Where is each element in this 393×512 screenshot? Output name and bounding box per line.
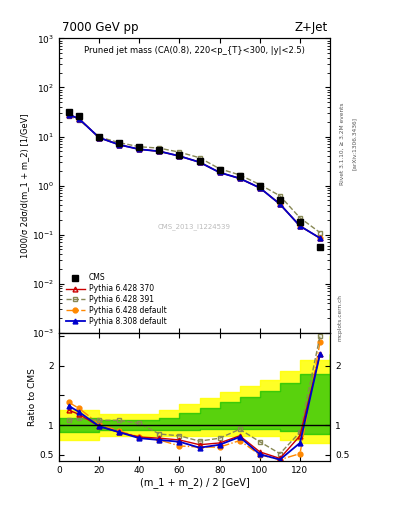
Pythia 6.428 default (97, 135, 101, 141)
Y-axis label: Ratio to CMS: Ratio to CMS (28, 368, 37, 426)
Pythia 6.428 391 (237, 172, 242, 178)
CMS (277, 197, 282, 203)
Text: [arXiv:1306.3436]: [arXiv:1306.3436] (352, 117, 357, 170)
Pythia 6.428 391 (318, 229, 322, 236)
Pythia 6.428 391 (77, 117, 81, 123)
Pythia 6.428 391 (257, 181, 262, 187)
Pythia 8.308 default (157, 148, 162, 155)
Text: CMS_2013_I1224539: CMS_2013_I1224539 (158, 223, 231, 230)
CMS (177, 152, 182, 158)
Legend: CMS, Pythia 6.428 370, Pythia 6.428 391, Pythia 6.428 default, Pythia 8.308 defa: CMS, Pythia 6.428 370, Pythia 6.428 391,… (63, 270, 169, 329)
Text: Rivet 3.1.10, ≥ 3.2M events: Rivet 3.1.10, ≥ 3.2M events (340, 102, 345, 185)
Pythia 6.428 370 (298, 223, 302, 229)
Pythia 6.428 default (77, 116, 81, 122)
Pythia 6.428 370 (277, 201, 282, 207)
Pythia 8.308 default (77, 116, 81, 122)
Pythia 8.308 default (237, 175, 242, 181)
CMS (237, 173, 242, 179)
Line: Pythia 6.428 370: Pythia 6.428 370 (66, 112, 323, 241)
Pythia 8.308 default (298, 223, 302, 229)
Pythia 6.428 370 (157, 148, 162, 155)
Text: Z+Jet: Z+Jet (294, 21, 327, 34)
CMS (117, 140, 121, 146)
Pythia 6.428 default (237, 175, 242, 181)
Pythia 6.428 391 (137, 144, 141, 150)
CMS (67, 109, 72, 115)
Text: 7000 GeV pp: 7000 GeV pp (62, 21, 138, 34)
Pythia 6.428 370 (177, 153, 182, 159)
CMS (318, 244, 322, 250)
Text: mcplots.cern.ch: mcplots.cern.ch (338, 294, 343, 341)
Pythia 6.428 391 (298, 215, 302, 221)
Pythia 6.428 370 (97, 135, 101, 141)
Pythia 8.308 default (137, 146, 141, 153)
CMS (257, 183, 262, 189)
Pythia 6.428 391 (217, 166, 222, 172)
Line: Pythia 8.308 default: Pythia 8.308 default (66, 112, 323, 241)
Pythia 6.428 default (157, 148, 162, 155)
Pythia 6.428 default (257, 185, 262, 191)
Pythia 8.308 default (117, 142, 121, 148)
CMS (197, 158, 202, 164)
Pythia 6.428 391 (117, 140, 121, 146)
Pythia 8.308 default (257, 185, 262, 191)
Pythia 6.428 370 (117, 142, 121, 148)
Pythia 6.428 default (277, 201, 282, 207)
Pythia 6.428 391 (177, 149, 182, 155)
Pythia 6.428 default (137, 146, 141, 153)
CMS (157, 147, 162, 154)
Pythia 8.308 default (277, 201, 282, 207)
Pythia 6.428 391 (197, 155, 202, 161)
Y-axis label: 1000/σ 2dσ/d(m_1 + m_2) [1/GeV]: 1000/σ 2dσ/d(m_1 + m_2) [1/GeV] (20, 113, 29, 258)
Pythia 6.428 default (67, 112, 72, 118)
Line: Pythia 6.428 391: Pythia 6.428 391 (66, 114, 323, 235)
Pythia 8.308 default (67, 112, 72, 118)
Pythia 6.428 default (197, 159, 202, 165)
Pythia 6.428 default (318, 235, 322, 241)
Pythia 6.428 370 (197, 159, 202, 165)
Pythia 6.428 370 (67, 112, 72, 118)
Pythia 6.428 default (298, 223, 302, 229)
Line: Pythia 6.428 default: Pythia 6.428 default (66, 112, 323, 241)
Pythia 6.428 370 (318, 235, 322, 241)
Pythia 6.428 391 (157, 145, 162, 151)
CMS (137, 144, 141, 151)
Pythia 6.428 default (177, 153, 182, 159)
Pythia 8.308 default (197, 159, 202, 165)
CMS (97, 134, 101, 140)
CMS (298, 219, 302, 225)
Pythia 6.428 391 (277, 193, 282, 199)
X-axis label: (m_1 + m_2) / 2 [GeV]: (m_1 + m_2) / 2 [GeV] (140, 477, 250, 488)
Pythia 6.428 391 (67, 113, 72, 119)
Pythia 6.428 default (217, 169, 222, 176)
Pythia 6.428 370 (217, 169, 222, 176)
Pythia 8.308 default (97, 135, 101, 141)
Text: Pruned jet mass (CA(0.8), 220<p_{T}<300, |y|<2.5): Pruned jet mass (CA(0.8), 220<p_{T}<300,… (84, 46, 305, 55)
Pythia 6.428 370 (137, 146, 141, 153)
Pythia 6.428 391 (97, 134, 101, 140)
Pythia 6.428 370 (257, 185, 262, 191)
Pythia 6.428 default (117, 142, 121, 148)
CMS (77, 113, 81, 119)
Pythia 8.308 default (318, 235, 322, 241)
CMS (217, 167, 222, 173)
Line: CMS: CMS (66, 109, 323, 250)
Pythia 6.428 370 (77, 116, 81, 122)
Pythia 8.308 default (217, 169, 222, 176)
Pythia 8.308 default (177, 153, 182, 159)
Pythia 6.428 370 (237, 175, 242, 181)
